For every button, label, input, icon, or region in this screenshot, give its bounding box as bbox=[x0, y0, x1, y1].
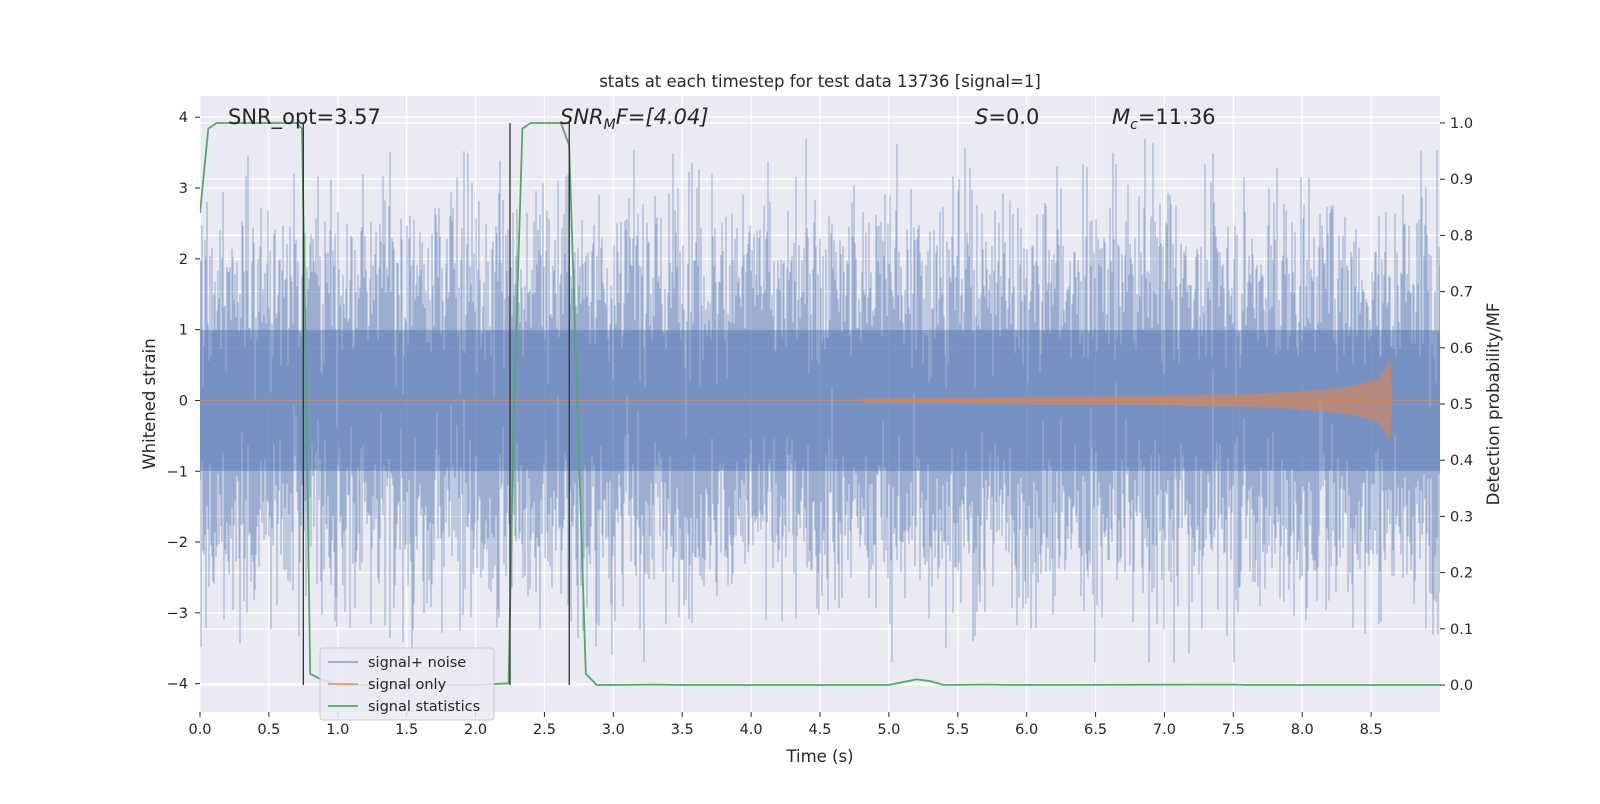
y-right-tick-label: 0.5 bbox=[1450, 397, 1473, 413]
tick-labels: 0.0 0.5 1.0 1.5 2.0 2.5 3.0 3.5 4.0 4.5 5.0 5.5 6.0 6… bbox=[167, 110, 1473, 738]
snr-mf-rest: F=[4.04] bbox=[616, 105, 709, 129]
annotation-snr-mf: SNRMF=[4.04] bbox=[560, 105, 709, 133]
y-right-tick-label: 0.3 bbox=[1450, 509, 1473, 525]
series-layer bbox=[200, 122, 1440, 686]
x-tick-label: 0.5 bbox=[257, 722, 280, 738]
mc-base: M bbox=[1112, 105, 1130, 129]
x-tick-label: 6.0 bbox=[1015, 722, 1038, 738]
y-tick-label: 0 bbox=[179, 393, 188, 409]
annotation-snr-opt: SNR_opt=3.57 bbox=[228, 105, 381, 130]
y-tick-label: 3 bbox=[179, 181, 188, 197]
x-tick-label: 7.5 bbox=[1222, 722, 1245, 738]
annotation-s: S=0.0 bbox=[975, 105, 1039, 129]
y-tick-label: 1 bbox=[179, 323, 188, 339]
y-right-tick-label: 0.7 bbox=[1450, 285, 1473, 301]
legend-box bbox=[319, 647, 495, 721]
mc-sub: c bbox=[1130, 117, 1138, 133]
vertical-markers bbox=[302, 122, 570, 686]
x-tick-label: 4.0 bbox=[740, 722, 763, 738]
y-right-tick-label: 0.8 bbox=[1450, 228, 1473, 244]
y-tick-label: −2 bbox=[167, 535, 188, 551]
y-tick-label: 4 bbox=[179, 110, 188, 126]
y-axis-label-right: Detection probability/MF bbox=[1484, 303, 1503, 506]
x-tick-label: 2.0 bbox=[464, 722, 487, 738]
x-tick-label: 3.5 bbox=[671, 722, 694, 738]
y-tick-label: −3 bbox=[167, 606, 188, 622]
legend: signal+ noise signal only signal statist… bbox=[319, 647, 495, 721]
mc-rest: =11.36 bbox=[1138, 105, 1216, 129]
series-signal-noise bbox=[200, 138, 1440, 663]
y-right-tick-label: 0.4 bbox=[1450, 453, 1473, 469]
x-tick-label: 5.5 bbox=[946, 722, 969, 738]
x-tick-label: 5.0 bbox=[877, 722, 900, 738]
snr-mf-sub: M bbox=[604, 117, 616, 133]
snr-mf-base: SNR bbox=[560, 105, 604, 129]
y-right-tick-label: 0.0 bbox=[1450, 678, 1473, 694]
y-right-tick-label: 0.1 bbox=[1450, 622, 1473, 638]
s-italic: S bbox=[975, 105, 988, 129]
y-tick-label: −1 bbox=[167, 464, 188, 480]
y-right-tick-label: 0.2 bbox=[1450, 566, 1473, 582]
y-axis-label: Whitened strain bbox=[140, 338, 159, 469]
x-tick-label: 1.0 bbox=[326, 722, 349, 738]
x-axis-label: Time (s) bbox=[785, 747, 853, 766]
y-tick-label: 2 bbox=[179, 252, 188, 268]
legend-label-noise: signal+ noise bbox=[368, 655, 466, 671]
legend-label-statistics: signal statistics bbox=[368, 699, 480, 715]
y-right-tick-label: 0.9 bbox=[1450, 172, 1473, 188]
x-tick-label: 8.0 bbox=[1291, 722, 1314, 738]
y-right-tick-label: 0.6 bbox=[1450, 341, 1473, 357]
s-rest: =0.0 bbox=[988, 105, 1039, 129]
x-tick-label: 1.5 bbox=[395, 722, 418, 738]
x-tick-label: 4.5 bbox=[808, 722, 831, 738]
x-tick-label: 2.5 bbox=[533, 722, 556, 738]
x-tick-label: 3.0 bbox=[602, 722, 625, 738]
chart-title: stats at each timestep for test data 137… bbox=[599, 72, 1041, 91]
y-right-tick-label: 1.0 bbox=[1450, 116, 1473, 132]
legend-label-signal: signal only bbox=[368, 677, 447, 693]
x-tick-label: 6.5 bbox=[1084, 722, 1107, 738]
x-tick-label: 7.0 bbox=[1153, 722, 1176, 738]
annotation-mc: Mc=11.36 bbox=[1112, 105, 1216, 133]
x-tick-label: 0.0 bbox=[188, 722, 211, 738]
y-tick-label: −4 bbox=[167, 677, 188, 693]
x-tick-label: 8.5 bbox=[1360, 722, 1383, 738]
